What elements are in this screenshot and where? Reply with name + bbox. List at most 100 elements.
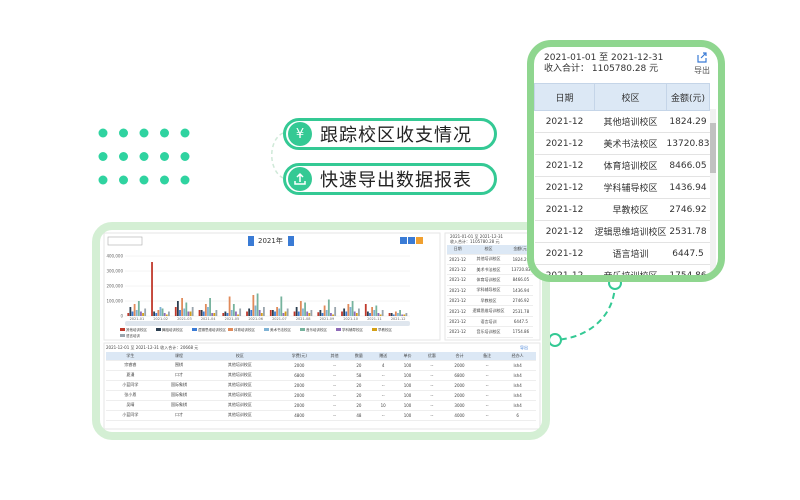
table-cell: 2021-12 [534,264,595,275]
bar [159,307,162,316]
table-cell: 逻辑思维培训校区 [468,305,509,317]
total-label: 收入合计： [544,64,590,74]
bar [157,310,160,316]
connector [271,132,284,179]
legend-label: 逻辑思维培训校区 [198,327,226,332]
bar [230,310,233,316]
bar [239,308,242,316]
table-cell: 学科辅导校区 [468,285,509,297]
y-tick-label: 0 [120,314,123,319]
table-cell: -- [475,410,500,421]
view-button[interactable] [400,237,407,244]
table-row: 2021-12 语言培训 6447.5 [534,242,710,265]
table-cell: 4800 [276,410,323,421]
header-row: 学生 课程 校区 学费(元) 其他 数量 赠送 单价 优惠 合计 备注 经办人 [106,352,536,361]
bar [135,310,138,316]
column-header: 课程 [154,352,204,361]
bar [353,311,356,316]
table-cell: -- [371,390,396,401]
table-cell: 2021-12 [447,295,469,307]
x-tick-label: 2021-04 [201,317,216,321]
mini-table: 日期 校区 金额(元) 2021-12 其他培训校区 1824.29 2021-12 美术书法… [447,245,533,338]
table-cell: 2000 [444,390,475,401]
table-cell: 音乐培训校区 [594,264,667,275]
column-header: 日期 [534,83,596,111]
legend-label: 语言培训 [126,333,140,338]
table-row: 2021-12 其他培训校区 1824.29 [534,110,710,133]
bar [176,301,179,316]
legend-label: 美术书法校区 [270,327,291,332]
scrollbar[interactable] [710,109,716,275]
table-cell: lsh4 [499,370,536,381]
table-cell: lsh4 [499,360,536,371]
table-cell: -- [322,390,347,401]
table-cell: 1754.86 [666,264,710,275]
bar [224,311,227,316]
legend-label: 学科辅导校区 [342,327,363,332]
bar [330,313,332,316]
table-cell: 学科辅导校区 [594,176,667,199]
zoom-header: 2021-01-01 至 2021-12-31 收入合计： 1105780.28… [534,47,718,75]
legend-swatch [156,328,161,331]
bar [168,311,170,316]
column-header: 备注 [475,352,500,361]
view-button[interactable] [416,237,423,244]
dot [160,128,169,138]
column-header: 金额(元) [508,245,533,255]
detail-export[interactable]: 导出 [520,345,528,350]
table-cell: 语言培训 [468,316,509,328]
column-header: 日期 [447,245,469,255]
bar [202,311,205,316]
x-tick-label: 2021-07 [272,317,287,321]
table-cell: 1436.94 [508,285,533,297]
legend-swatch [264,328,269,331]
table-cell: 吴晴 [106,400,155,411]
bar [302,308,304,316]
prev-button[interactable] [248,236,254,246]
bar [327,299,330,316]
table-row: 张小恩 国际象棋 其他培训校区 2000 -- 20 -- 100 -- 2000 -- lsh4 [106,390,536,401]
table-cell: 张小恩 [106,390,155,401]
y-tick-label: 100,000 [106,299,123,304]
bar [293,311,296,316]
bar [271,310,274,316]
chart-scrollbar[interactable] [125,321,410,326]
bar [142,313,144,316]
legend-label: 音乐培训校区 [306,327,327,332]
dashboard-frame [92,222,550,440]
table-cell: 2021-12 [447,305,469,317]
x-tick-label: 2021-08 [296,317,311,321]
bar [274,311,276,316]
table-cell: -- [322,410,347,421]
table-cell: 2021-12 [447,285,469,297]
bar [317,312,320,316]
bar [260,313,263,316]
bar [381,310,384,316]
bar [163,313,166,316]
bar [280,296,283,316]
table-cell: 2746.92 [508,295,533,307]
bar [153,311,156,316]
export-button[interactable]: 导出 [694,51,710,76]
table-cell: 夏漫 [106,370,155,381]
table-cell: 美术书法校区 [468,264,509,276]
y-tick-label: 200,000 [106,284,123,289]
table-cell: -- [475,390,500,401]
dot [119,175,128,185]
table-cell: -- [475,360,500,371]
bar [191,307,194,316]
table-cell: 20 [346,400,372,411]
bar [187,311,190,316]
table-cell: 其他培训校区 [203,360,277,371]
feature-pill: 快速导出数据报表 [283,163,497,195]
table-row: 2021-12 体育培训校区 8466.05 [534,154,710,177]
next-button[interactable] [288,236,294,246]
table-row: 吴晴 国际象棋 其他培训校区 2000 -- 20 10 100 -- 3000 -- lsh4 [106,400,536,411]
bar [394,311,397,316]
bar [286,308,289,316]
x-tick-label: 2021-05 [225,317,240,321]
view-button[interactable] [408,237,415,244]
table-row: 2021-12 美术书法校区 13720.83 [534,132,710,155]
connector-dot [548,333,562,347]
dot [119,128,128,138]
